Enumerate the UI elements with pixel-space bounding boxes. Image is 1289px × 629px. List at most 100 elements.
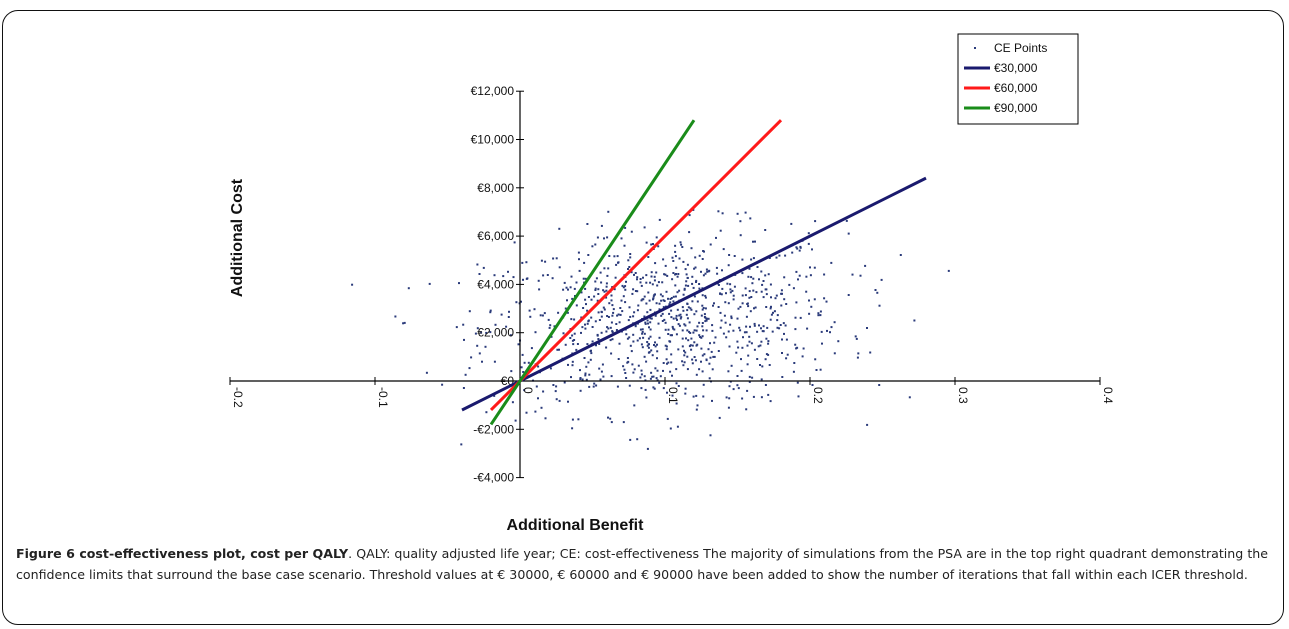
ce-point — [647, 346, 650, 349]
ce-point — [728, 385, 731, 388]
ce-point — [624, 372, 627, 374]
ce-point — [631, 363, 634, 366]
ce-point — [657, 322, 660, 325]
ce-point — [753, 348, 756, 351]
ce-point — [584, 287, 587, 290]
ce-point — [528, 309, 531, 312]
ce-point — [535, 385, 538, 388]
ce-point — [741, 397, 744, 400]
ce-point — [627, 259, 630, 262]
ce-point — [753, 307, 755, 310]
ce-point — [768, 364, 771, 366]
ce-point — [681, 246, 684, 248]
ce-point — [616, 314, 619, 317]
ce-point — [582, 307, 585, 309]
ce-point — [815, 369, 818, 371]
ce-point — [665, 348, 668, 351]
ce-point — [618, 342, 621, 345]
ce-point — [692, 395, 695, 398]
y-tick-label: €10,000 — [471, 133, 515, 147]
ce-point — [523, 389, 526, 392]
ce-point — [682, 260, 685, 263]
ce-point — [638, 337, 641, 340]
ce-point — [765, 353, 768, 356]
ce-point — [633, 404, 636, 407]
ce-point — [711, 399, 713, 402]
ce-point — [727, 302, 730, 305]
ce-point — [662, 299, 665, 302]
ce-point — [908, 396, 911, 399]
ce-point — [769, 400, 772, 403]
ce-point — [647, 343, 650, 346]
ce-point — [752, 277, 755, 280]
ce-point — [866, 423, 869, 426]
ce-point — [563, 381, 566, 384]
ce-point — [609, 326, 612, 329]
ce-point — [688, 321, 691, 324]
ce-point — [636, 339, 639, 342]
ce-point — [629, 315, 632, 318]
ce-point — [652, 298, 654, 301]
ce-point — [584, 372, 587, 375]
ce-point — [730, 315, 733, 318]
ce-point — [690, 348, 693, 351]
ce-point — [675, 317, 678, 320]
ce-point — [537, 279, 540, 282]
ce-point — [602, 375, 605, 378]
ce-point — [671, 394, 674, 397]
ce-point — [639, 376, 642, 379]
ce-point — [656, 284, 659, 287]
ce-point — [753, 322, 756, 325]
ce-point — [689, 307, 692, 310]
ce-point — [513, 241, 516, 244]
ce-point — [584, 323, 586, 326]
ce-point — [692, 286, 695, 289]
ce-point — [698, 283, 701, 285]
ce-point — [750, 296, 753, 298]
ce-point — [752, 289, 755, 292]
ce-point — [597, 293, 600, 295]
ce-point — [795, 270, 798, 273]
ce-point — [489, 309, 492, 312]
ce-point — [761, 365, 764, 368]
ce-point — [550, 335, 553, 338]
ce-point — [682, 364, 685, 367]
ce-point — [624, 226, 627, 229]
ce-point — [534, 331, 537, 334]
ce-point — [654, 262, 657, 265]
ce-point — [618, 321, 621, 324]
ce-point — [664, 344, 667, 347]
ce-point — [947, 269, 950, 272]
ce-point — [441, 383, 444, 386]
ce-point — [594, 320, 597, 323]
ce-point — [859, 274, 862, 277]
ce-point — [736, 384, 739, 387]
ce-point — [687, 306, 690, 309]
ce-point — [781, 338, 783, 341]
ce-point — [595, 277, 598, 280]
ce-point — [826, 329, 828, 332]
ce-point — [641, 328, 644, 331]
ce-point — [657, 281, 660, 284]
ce-point — [478, 352, 481, 355]
ce-point — [542, 390, 545, 393]
ce-point — [709, 342, 711, 345]
ce-point — [671, 256, 674, 259]
ce-point — [751, 376, 754, 379]
ce-point — [671, 325, 674, 328]
ce-point — [711, 324, 714, 327]
ce-point — [651, 354, 654, 357]
ce-point — [700, 347, 703, 350]
ce-point — [652, 386, 655, 389]
ce-point — [590, 298, 593, 301]
ce-point — [645, 241, 648, 244]
ce-point — [588, 385, 591, 388]
ce-point — [739, 329, 742, 332]
ce-point — [476, 263, 479, 266]
ce-point — [794, 316, 797, 319]
ce-point — [529, 315, 532, 318]
ce-point — [695, 373, 698, 376]
y-axis-label: Additional Cost — [229, 178, 246, 297]
x-tick-label: 0 — [521, 387, 535, 394]
ce-point — [650, 271, 653, 274]
